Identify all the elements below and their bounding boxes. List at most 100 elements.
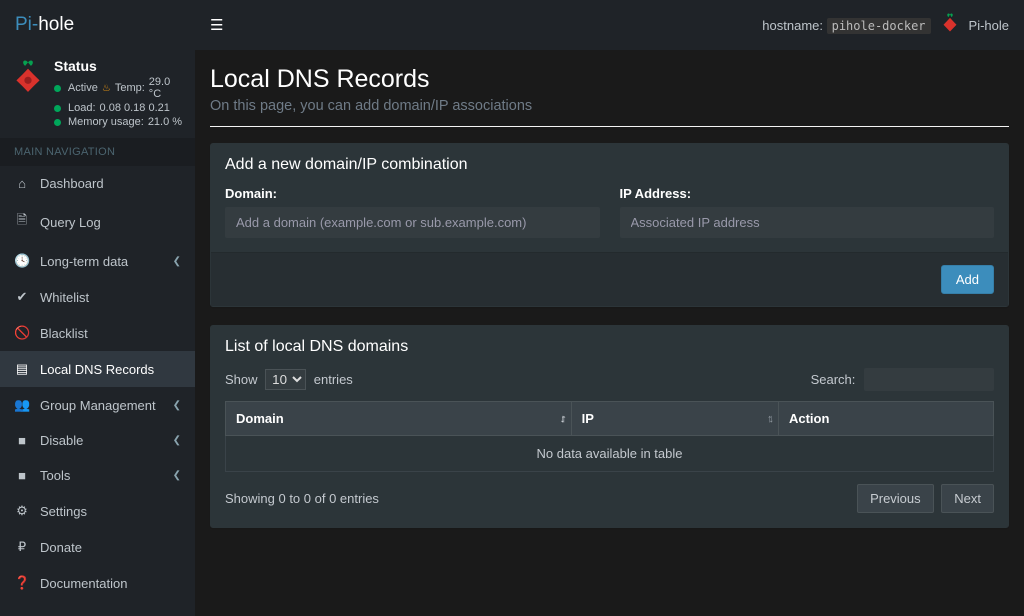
question-circle-icon: ❓ [14,575,30,591]
nav-blacklist[interactable]: 🚫Blacklist [0,315,195,351]
nav-long-term-label: Long-term data [40,254,128,269]
nav-query-log[interactable]: 🗎 Query Log [0,201,195,243]
brand-pi: Pi- [15,14,38,36]
sort-icon: ↓↑ [560,413,563,425]
status-load-line: Load: 0.08 0.18 0.21 [54,102,185,114]
main-nav: ⌂ Dashboard 🗎 Query Log 🕓 Long-term data ❮ ✔… [0,166,195,601]
brand-hole: hole [38,14,74,36]
brand[interactable]: Pi-hole [0,0,195,50]
nav-settings[interactable]: ⚙Settings [0,493,195,529]
length-select[interactable]: 10 [265,369,306,390]
col-domain-label: Domain [236,411,284,426]
status-title: Status [54,58,185,74]
nav-dashboard[interactable]: ⌂ Dashboard [0,166,195,201]
temp-value: 29.0 °C [149,76,185,100]
nav-header: MAIN NAVIGATION [0,138,195,166]
status-load-dot-icon [54,105,61,112]
memory-value: 21.0 % [148,116,182,128]
page-title: Local DNS Records [210,65,1009,94]
add-domain-box: Add a new domain/IP combination Domain: … [210,143,1009,307]
add-domain-title: Add a new domain/IP combination [211,144,1008,186]
nav-documentation[interactable]: ❓ Documentation [0,565,195,601]
status-active: Active [68,82,98,94]
stop-icon: ■ [14,433,30,448]
next-button[interactable]: Next [941,484,994,513]
ip-label: IP Address: [620,186,995,201]
col-ip[interactable]: IP ↑↓ [571,402,778,436]
nav-donate-label: Donate [40,540,82,555]
temp-icon: ♨ [102,83,111,94]
dns-table: Domain ↓↑ IP ↑↓ Action No data available i… [225,401,994,472]
nav-settings-label: Settings [40,504,87,519]
pihole-logo-icon [10,58,46,128]
col-ip-label: IP [582,411,594,426]
nav-local-dns[interactable]: ▤ Local DNS Records [0,351,195,387]
nav-documentation-label: Documentation [40,576,127,591]
status-memory-line: Memory usage: 21.0 % [54,116,185,128]
add-button[interactable]: Add [941,265,994,294]
chevron-left-icon: ❮ [173,400,181,411]
nav-local-dns-label: Local DNS Records [40,362,154,377]
check-circle-icon: ✔ [14,289,30,305]
status-panel: Status Active ♨ Temp: 29.0 °C Load: 0.08… [0,50,195,138]
status-active-dot-icon [54,85,61,92]
datatable-pager: Previous Next [853,484,994,513]
users-cog-icon: 👥 [14,397,30,413]
chevron-left-icon: ❮ [173,435,181,446]
nav-dashboard-label: Dashboard [40,176,104,191]
nav-disable[interactable]: ■ Disable ❮ [0,423,195,458]
topbar: ☰ hostname: pihole-docker Pi-hole [195,0,1024,50]
pihole-logo-small-icon [941,13,959,38]
ip-input[interactable] [620,207,995,238]
nav-whitelist[interactable]: ✔ Whitelist [0,279,195,315]
header-divider [210,126,1009,127]
prev-button[interactable]: Previous [857,484,934,513]
hostname: hostname: pihole-docker [762,18,930,33]
nav-group-mgmt-label: Group Management [40,398,156,413]
domain-label: Domain: [225,186,600,201]
page-subtitle: On this page, you can add domain/IP asso… [210,98,1009,114]
sidebar-toggle-button[interactable]: ☰ [210,16,223,34]
col-domain[interactable]: Domain ↓↑ [226,402,572,436]
folder-icon: ■ [14,468,30,483]
address-book-icon: ▤ [14,361,30,377]
status-memory-dot-icon [54,119,61,126]
page-header: Local DNS Records On this page, you can … [210,65,1009,114]
domain-input[interactable] [225,207,600,238]
empty-row: No data available in table [226,436,994,472]
datatable-info: Showing 0 to 0 of 0 entries [225,491,379,506]
list-domains-title: List of local DNS domains [211,326,1008,368]
nav-group-management[interactable]: 👥 Group Management ❮ [0,387,195,423]
memory-label: Memory usage: [68,116,144,128]
content: Local DNS Records On this page, you can … [195,50,1024,561]
search-input[interactable] [864,368,994,391]
file-icon: 🗎 [14,211,30,233]
nav-long-term-data[interactable]: 🕓 Long-term data ❮ [0,243,195,279]
nav-disable-label: Disable [40,433,83,448]
temp-label: Temp: [115,82,145,94]
datatable-search: Search: [811,368,994,391]
nav-query-log-label: Query Log [40,215,101,230]
hostname-value: pihole-docker [827,18,931,34]
hostname-label: hostname: [762,18,823,33]
load-label: Load: [68,102,96,114]
paypal-icon: ₽ [14,539,30,555]
sidebar: Pi-hole Status Active ♨ Temp: [0,0,195,616]
nav-whitelist-label: Whitelist [40,290,89,305]
ban-icon: 🚫 [14,325,30,341]
chevron-left-icon: ❮ [173,470,181,481]
clock-icon: 🕓 [14,253,30,269]
status-active-line: Active ♨ Temp: 29.0 °C [54,76,185,100]
search-label: Search: [811,372,856,387]
col-action: Action [778,402,993,436]
list-domains-box: List of local DNS domains Show 10 entrie… [210,325,1009,528]
load-value: 0.08 0.18 0.21 [100,102,170,114]
datatable-length: Show 10 entries [225,369,353,390]
nav-tools[interactable]: ■Tools❮ [0,458,195,493]
chevron-left-icon: ❮ [173,256,181,267]
home-icon: ⌂ [14,176,30,191]
sort-icon: ↑↓ [767,413,770,425]
entries-label: entries [314,372,353,387]
nav-donate[interactable]: ₽ Donate [0,529,195,565]
topbar-user[interactable]: Pi-hole [969,18,1009,33]
